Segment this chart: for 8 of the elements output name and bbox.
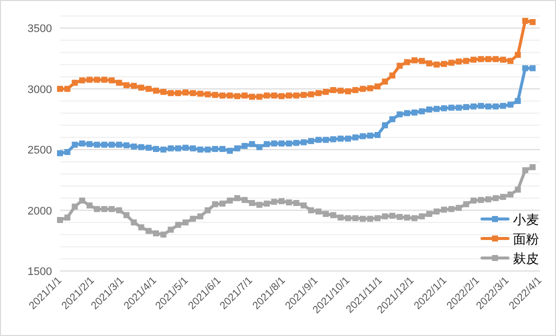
y-tick-label: 1500 bbox=[28, 266, 52, 278]
y-tick-label: 3500 bbox=[28, 23, 52, 36]
legend-label: 小麦 bbox=[513, 212, 539, 227]
legend-label: 面粉 bbox=[513, 232, 539, 246]
y-tick-label: 2500 bbox=[28, 144, 52, 157]
y-tick-label: 3000 bbox=[28, 84, 52, 96]
y-tick-label: 2000 bbox=[28, 205, 52, 218]
legend-label: 麸皮 bbox=[513, 251, 539, 266]
